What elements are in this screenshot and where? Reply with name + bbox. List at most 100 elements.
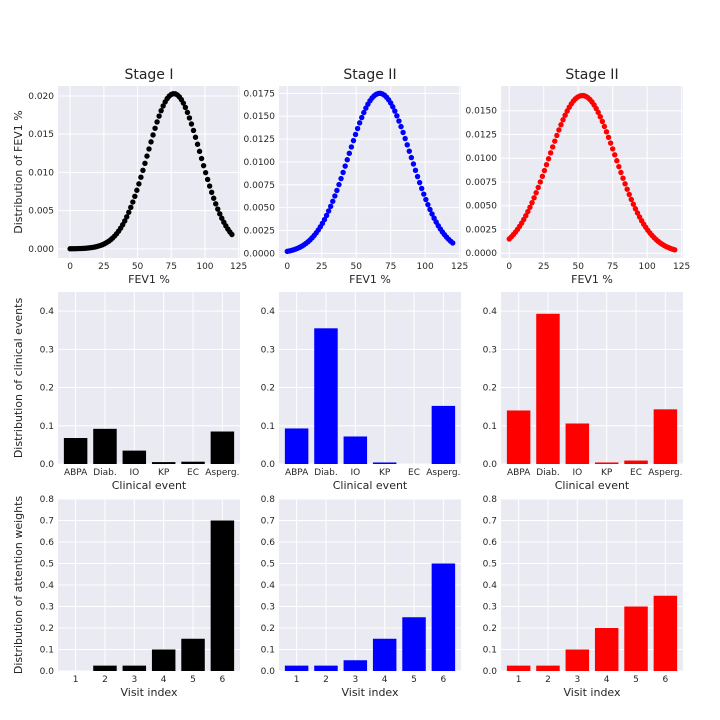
data-point	[323, 212, 330, 219]
data-point	[136, 181, 142, 187]
y-tick-label: 0.0	[483, 667, 498, 677]
data-point	[427, 206, 433, 213]
data-point	[148, 139, 154, 145]
data-point	[595, 109, 601, 116]
x-tick-label: 125	[230, 262, 247, 272]
data-point	[410, 161, 417, 167]
bar-3	[565, 649, 590, 671]
data-point	[531, 195, 537, 201]
x-tick-label: 100	[639, 262, 656, 272]
y-tick-label: 0.2	[40, 384, 54, 394]
data-point	[128, 204, 134, 211]
y-tick-label: 0.4	[40, 581, 55, 591]
y-tick-label: 0.5	[483, 560, 497, 570]
x-tick-label: 125	[673, 262, 690, 272]
data-point	[597, 113, 603, 120]
y-axis-label: Distribution of FEV1 %	[12, 110, 25, 234]
y-tick-label: 0.0100	[466, 154, 498, 164]
y-tick-label: 0.4	[261, 307, 276, 317]
y-tick-label: 0.2	[483, 384, 497, 394]
y-tick-label: 0.0050	[244, 204, 276, 214]
x-tick-label: 25	[316, 262, 327, 272]
x-axis-label: Visit index	[563, 686, 621, 699]
data-point	[350, 137, 357, 144]
y-tick-label: 0.0000	[466, 249, 498, 259]
x-tick-label: Asperg.	[648, 468, 682, 478]
y-tick-label: 0.0	[261, 667, 276, 677]
x-tick-label: IO	[350, 468, 360, 478]
data-point	[402, 135, 408, 142]
x-tick-label: 4	[161, 675, 167, 685]
x-tick-label: IO	[572, 468, 582, 478]
data-point	[150, 132, 156, 138]
subplot-fev1-1: 0.000 0.005 0.010 0.015 0.020 0 25 50 75 100 125 St…	[12, 67, 247, 286]
y-tick-label: 0.8	[261, 495, 276, 505]
bar-ec	[181, 461, 205, 464]
subplot-events-1: 0.0 0.1 0.2 0.3 0.4 ABPA Diab. IO KP EC Asperg. Cli…	[12, 292, 240, 492]
data-point	[211, 195, 217, 201]
data-point	[328, 203, 334, 209]
data-point	[624, 186, 630, 192]
data-point	[188, 121, 195, 127]
y-tick-label: 0.1	[483, 422, 497, 432]
data-point	[206, 183, 213, 189]
x-tick-label: 1	[73, 675, 79, 685]
x-tick-label: 0	[67, 262, 73, 272]
bar-diab	[314, 328, 338, 464]
y-tick-label: 0.7	[261, 517, 275, 527]
x-tick-label: EC	[408, 468, 420, 478]
x-tick-label: 1	[294, 675, 300, 685]
y-tick-label: 0.0125	[466, 130, 498, 140]
x-tick-label: 5	[411, 675, 417, 685]
y-tick-label: 0.0150	[466, 107, 498, 117]
subplot-attention-1: 0.0 0.1 0.2 0.3 0.4 0.5 0.6 0.7 0.8 1 2 3 4 5 6 Visit i…	[12, 495, 240, 699]
y-tick-label: 0.2	[40, 624, 54, 634]
data-point	[396, 118, 402, 124]
y-tick-label: 0.1	[40, 422, 54, 432]
bar-2	[314, 665, 338, 671]
x-tick-label: Diab.	[536, 468, 560, 478]
data-point	[632, 206, 639, 212]
data-point	[634, 210, 641, 216]
x-axis-label: Visit index	[341, 686, 399, 699]
y-tick-label: 0.3	[483, 345, 497, 355]
data-point	[180, 100, 187, 106]
data-point	[562, 112, 568, 118]
x-tick-label: 6	[441, 675, 447, 685]
data-point	[340, 169, 346, 176]
subplot-title: Stage II	[343, 67, 396, 83]
data-point	[152, 125, 158, 131]
data-point	[342, 163, 348, 169]
data-point	[352, 131, 359, 138]
y-tick-label: 0.3	[483, 603, 497, 613]
y-tick-label: 0.1	[483, 646, 497, 656]
bar-1	[506, 665, 531, 671]
data-point	[194, 141, 201, 147]
data-point	[344, 157, 350, 163]
bar-io	[565, 423, 590, 464]
data-point	[200, 162, 207, 169]
data-point	[556, 127, 562, 133]
y-tick-label: 0.3	[261, 345, 275, 355]
bar-kp	[151, 462, 176, 464]
data-point	[672, 247, 678, 253]
data-point	[336, 181, 342, 188]
y-axis-label: Distribution of attention weights	[12, 496, 25, 675]
data-point	[626, 191, 632, 198]
bar-diab	[536, 313, 560, 464]
data-point	[208, 189, 215, 196]
data-point	[321, 216, 328, 223]
bar-5	[181, 638, 205, 671]
data-point	[217, 211, 223, 217]
y-tick-label: 0.0075	[244, 181, 276, 191]
bar-abpa	[506, 410, 531, 464]
bar-asperg	[210, 431, 235, 464]
x-tick-label: IO	[129, 468, 139, 478]
data-point	[539, 173, 546, 180]
bar-abpa	[284, 428, 309, 464]
data-point	[560, 117, 566, 123]
bar-4	[151, 649, 176, 671]
x-tick-label: 50	[132, 262, 144, 272]
data-point	[614, 158, 620, 164]
x-tick-label: 75	[385, 262, 396, 272]
